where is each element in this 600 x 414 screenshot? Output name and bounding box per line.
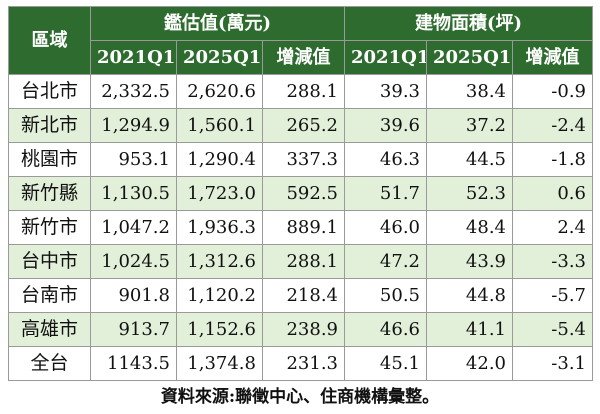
sub-header: 2025Q1 [176, 40, 263, 75]
region-cell: 全台 [8, 346, 91, 381]
value-cell: -5.4 [512, 312, 593, 347]
table-row: 台北市 2,332.5 2,620.6 288.1 39.3 38.4 -0.9 [8, 74, 593, 109]
value-cell: 1,723.0 [176, 176, 263, 211]
table-row: 新竹市 1,047.2 1,936.3 889.1 46.0 48.4 2.4 [8, 210, 593, 245]
value-cell: 1,047.2 [90, 210, 177, 245]
sub-header: 增減值 [512, 40, 593, 75]
value-cell: 41.1 [426, 312, 513, 347]
value-cell: 46.6 [344, 312, 427, 347]
table-row: 新北市 1,294.9 1,560.1 265.2 39.6 37.2 -2.4 [8, 108, 593, 143]
value-cell: 42.0 [426, 346, 513, 381]
value-cell: 1,120.2 [176, 278, 263, 313]
table-row: 高雄市 913.7 1,152.6 238.9 46.6 41.1 -5.4 [8, 312, 593, 347]
value-cell: -0.9 [512, 74, 593, 109]
value-cell: 592.5 [262, 176, 345, 211]
value-cell: 1,560.1 [176, 108, 263, 143]
sub-header: 2021Q1 [344, 40, 427, 75]
region-cell: 台北市 [8, 74, 91, 109]
table-row: 新竹縣 1,130.5 1,723.0 592.5 51.7 52.3 0.6 [8, 176, 593, 211]
value-cell: 45.1 [344, 346, 427, 381]
value-cell: 901.8 [90, 278, 177, 313]
table-body: 台北市 2,332.5 2,620.6 288.1 39.3 38.4 -0.9 新北市 1,2… [8, 74, 593, 381]
region-cell: 台中市 [8, 244, 91, 279]
value-cell: 1,294.9 [90, 108, 177, 143]
value-cell: 231.3 [262, 346, 345, 381]
sub-header: 2021Q1 [90, 40, 177, 75]
value-cell: 2,332.5 [90, 74, 177, 109]
value-cell: 288.1 [262, 74, 345, 109]
value-cell: -3.3 [512, 244, 593, 279]
value-cell: 337.3 [262, 142, 345, 177]
value-cell: 0.6 [512, 176, 593, 211]
value-cell: 51.7 [344, 176, 427, 211]
region-cell: 高雄市 [8, 312, 91, 347]
value-cell: 50.5 [344, 278, 427, 313]
value-cell: 46.0 [344, 210, 427, 245]
value-cell: 48.4 [426, 210, 513, 245]
value-cell: 46.3 [344, 142, 427, 177]
value-cell: 52.3 [426, 176, 513, 211]
value-cell: 1,130.5 [90, 176, 177, 211]
value-cell: 238.9 [262, 312, 345, 347]
value-cell: 37.2 [426, 108, 513, 143]
table-row: 台南市 901.8 1,120.2 218.4 50.5 44.8 -5.7 [8, 278, 593, 313]
value-cell: 1,152.6 [176, 312, 263, 347]
group-header-valuation: 鑑估值(萬元) [90, 6, 345, 41]
value-cell: 1143.5 [90, 346, 177, 381]
value-cell: -5.7 [512, 278, 593, 313]
value-cell: 44.5 [426, 142, 513, 177]
value-cell: -1.8 [512, 142, 593, 177]
value-cell: 1,936.3 [176, 210, 263, 245]
source-note: 資料來源:聯徵中心、住商機構彙整。 [160, 387, 440, 407]
table-header: 區域 鑑估值(萬元) 建物面積(坪) 2021Q1 2025Q1 增減值 202… [8, 6, 593, 75]
value-cell: 44.8 [426, 278, 513, 313]
region-cell: 台南市 [8, 278, 91, 313]
region-cell: 新北市 [8, 108, 91, 143]
value-cell: -2.4 [512, 108, 593, 143]
value-cell: 1,024.5 [90, 244, 177, 279]
table-row: 桃園市 953.1 1,290.4 337.3 46.3 44.5 -1.8 [8, 142, 593, 177]
value-cell: 1,374.8 [176, 346, 263, 381]
group-header-floor-area: 建物面積(坪) [344, 6, 593, 41]
value-cell: 47.2 [344, 244, 427, 279]
region-cell: 新竹縣 [8, 176, 91, 211]
region-cell: 新竹市 [8, 210, 91, 245]
value-cell: 39.6 [344, 108, 427, 143]
value-cell: 2.4 [512, 210, 593, 245]
value-cell: 2,620.6 [176, 74, 263, 109]
value-cell: 39.3 [344, 74, 427, 109]
value-cell: -3.1 [512, 346, 593, 381]
value-cell: 953.1 [90, 142, 177, 177]
value-cell: 889.1 [262, 210, 345, 245]
value-cell: 218.4 [262, 278, 345, 313]
value-cell: 265.2 [262, 108, 345, 143]
value-cell: 288.1 [262, 244, 345, 279]
table-row: 台中市 1,024.5 1,312.6 288.1 47.2 43.9 -3.3 [8, 244, 593, 279]
sub-header: 2025Q1 [426, 40, 513, 75]
value-cell: 913.7 [90, 312, 177, 347]
value-cell: 1,290.4 [176, 142, 263, 177]
sub-header: 增減值 [262, 40, 345, 75]
value-cell: 38.4 [426, 74, 513, 109]
data-table: 區域 鑑估值(萬元) 建物面積(坪) 2021Q1 2025Q1 增減值 202… [8, 6, 593, 381]
value-cell: 43.9 [426, 244, 513, 279]
region-cell: 桃園市 [8, 142, 91, 177]
value-cell: 1,312.6 [176, 244, 263, 279]
region-header: 區域 [8, 6, 91, 75]
table-row: 全台 1143.5 1,374.8 231.3 45.1 42.0 -3.1 [8, 346, 593, 381]
